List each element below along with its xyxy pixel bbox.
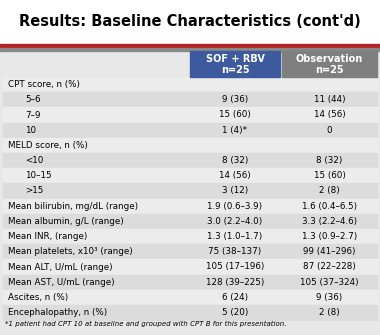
Text: CPT score, n (%): CPT score, n (%) (8, 80, 80, 89)
Text: Observation: Observation (296, 54, 363, 64)
Text: 75 (38–137): 75 (38–137) (208, 247, 261, 256)
Text: 1.3 (0.9–2.7): 1.3 (0.9–2.7) (302, 232, 357, 241)
Bar (3, 108, 377, 123)
Text: 9 (36): 9 (36) (317, 293, 343, 302)
Text: 10: 10 (25, 126, 36, 135)
Text: Mean ALT, U/mL (range): Mean ALT, U/mL (range) (8, 263, 112, 271)
Text: Results: Baseline Characteristics (cont'd): Results: Baseline Characteristics (cont'… (19, 13, 361, 28)
Text: 1.9 (0.6–3.9): 1.9 (0.6–3.9) (207, 202, 263, 211)
Bar (3, 199, 377, 214)
Text: 0: 0 (327, 126, 332, 135)
Text: 87 (22–228): 87 (22–228) (303, 263, 356, 271)
Bar (3, 92, 377, 108)
Text: Mean albumin, g/L (range): Mean albumin, g/L (range) (8, 217, 124, 226)
Text: 105 (17–196): 105 (17–196) (206, 263, 264, 271)
Text: Mean INR, (range): Mean INR, (range) (8, 232, 87, 241)
Bar (0, 44, 380, 48)
Bar (3, 275, 377, 290)
Bar (3, 77, 377, 92)
Text: >15: >15 (25, 187, 43, 196)
Text: n=25: n=25 (221, 65, 249, 75)
Bar (3, 305, 377, 320)
Text: 5–6: 5–6 (25, 95, 41, 104)
Bar (3, 153, 377, 168)
Text: 1 (4)*: 1 (4)* (222, 126, 247, 135)
Bar (3, 259, 377, 275)
Text: 8 (32): 8 (32) (316, 156, 343, 165)
Bar (3, 138, 377, 153)
Text: 15 (60): 15 (60) (219, 111, 251, 120)
Bar (3, 123, 377, 138)
Text: 7–9: 7–9 (25, 111, 41, 120)
Bar (282, 51, 377, 77)
Text: 2 (8): 2 (8) (319, 308, 340, 317)
Text: 6 (24): 6 (24) (222, 293, 248, 302)
Bar (190, 51, 280, 77)
Text: 8 (32): 8 (32) (222, 156, 248, 165)
Text: Ascites, n (%): Ascites, n (%) (8, 293, 68, 302)
Text: 3.3 (2.2–4.6): 3.3 (2.2–4.6) (302, 217, 357, 226)
Text: 3.0 (2.2–4.0): 3.0 (2.2–4.0) (207, 217, 263, 226)
Bar (3, 214, 377, 229)
Bar (3, 244, 377, 259)
Text: *1 patient had CPT 10 at baseline and grouped with CPT B for this presentation.: *1 patient had CPT 10 at baseline and gr… (5, 321, 287, 327)
Text: 1.6 (0.4–6.5): 1.6 (0.4–6.5) (302, 202, 357, 211)
Text: 11 (44): 11 (44) (314, 95, 345, 104)
Text: <10: <10 (25, 156, 43, 165)
Text: Mean bilirubin, mg/dL (range): Mean bilirubin, mg/dL (range) (8, 202, 138, 211)
Bar (3, 290, 377, 305)
Text: 5 (20): 5 (20) (222, 308, 248, 317)
Bar (0, 48, 380, 51)
Text: 14 (56): 14 (56) (314, 111, 345, 120)
Text: 1.3 (1.0–1.7): 1.3 (1.0–1.7) (207, 232, 263, 241)
Bar (0, 0, 380, 44)
Bar (3, 183, 377, 199)
Text: 10–15: 10–15 (25, 171, 52, 180)
Text: 3 (12): 3 (12) (222, 187, 248, 196)
Text: MELD score, n (%): MELD score, n (%) (8, 141, 88, 150)
Text: 9 (36): 9 (36) (222, 95, 248, 104)
Text: n=25: n=25 (315, 65, 344, 75)
Bar (3, 229, 377, 244)
Text: Mean platelets, x10³ (range): Mean platelets, x10³ (range) (8, 247, 133, 256)
Text: 2 (8): 2 (8) (319, 187, 340, 196)
Text: 105 (37–324): 105 (37–324) (300, 278, 359, 287)
Text: 99 (41–296): 99 (41–296) (303, 247, 356, 256)
Text: Encephalopathy, n (%): Encephalopathy, n (%) (8, 308, 107, 317)
Text: 15 (60): 15 (60) (314, 171, 345, 180)
Text: 128 (39–225): 128 (39–225) (206, 278, 264, 287)
Text: 14 (56): 14 (56) (219, 171, 251, 180)
Bar (3, 168, 377, 183)
Text: Mean AST, U/mL (range): Mean AST, U/mL (range) (8, 278, 115, 287)
Text: SOF + RBV: SOF + RBV (206, 54, 264, 64)
